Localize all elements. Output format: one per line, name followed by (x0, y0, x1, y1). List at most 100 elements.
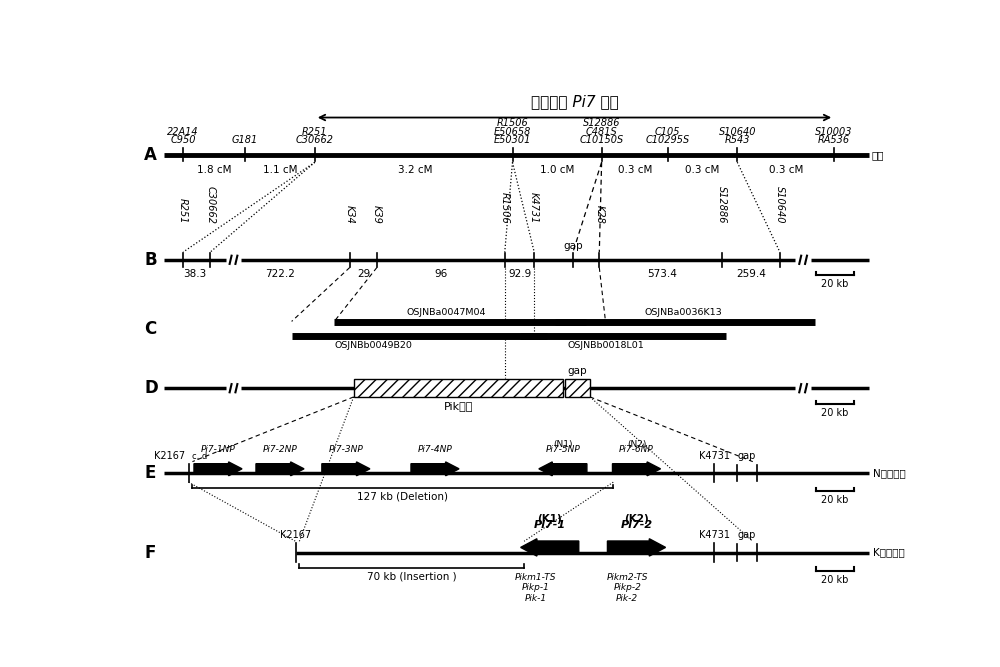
Text: N型基因组: N型基因组 (873, 468, 906, 478)
Text: F: F (144, 544, 156, 562)
Text: Pi7-5NP: Pi7-5NP (546, 446, 580, 454)
Text: Pi7-1: Pi7-1 (534, 520, 566, 530)
Text: (K1): (K1) (537, 514, 562, 524)
Text: B: B (144, 251, 157, 269)
Text: (N2): (N2) (627, 440, 646, 449)
Text: 0.3 cM: 0.3 cM (769, 165, 803, 175)
Text: 20 kb: 20 kb (821, 279, 849, 289)
Text: gap: gap (738, 451, 756, 461)
Text: Pik区域: Pik区域 (444, 401, 473, 411)
Text: 1.8 cM: 1.8 cM (197, 165, 231, 175)
Text: 1.1 cM: 1.1 cM (263, 165, 297, 175)
Text: c, d: c, d (192, 452, 208, 461)
Text: 3.2 cM: 3.2 cM (398, 165, 433, 175)
Text: RA536: RA536 (818, 135, 850, 145)
Text: E50658: E50658 (494, 127, 531, 137)
Text: C30662: C30662 (205, 186, 215, 224)
FancyArrow shape (256, 462, 304, 476)
Text: R1506: R1506 (497, 118, 528, 128)
Text: 259.4: 259.4 (736, 269, 766, 279)
FancyArrow shape (607, 539, 666, 556)
FancyArrow shape (539, 462, 587, 476)
Text: D: D (144, 380, 158, 397)
Text: K型基因组: K型基因组 (873, 548, 905, 558)
Text: C950: C950 (170, 135, 196, 145)
Text: K2167: K2167 (154, 451, 185, 461)
Text: C481S: C481S (586, 127, 618, 137)
Text: G181: G181 (232, 135, 258, 145)
Bar (565, 380, 590, 397)
FancyArrow shape (612, 462, 661, 476)
Text: Pi7-4NP: Pi7-4NP (418, 446, 452, 454)
Bar (799, 384, 807, 392)
FancyArrow shape (194, 462, 242, 476)
Text: Pikp-1: Pikp-1 (522, 584, 550, 592)
Text: 70 kb (Insertion ): 70 kb (Insertion ) (367, 571, 457, 581)
Text: gap: gap (568, 366, 587, 376)
Text: 20 kb: 20 kb (821, 495, 849, 505)
Text: 29: 29 (357, 269, 370, 279)
Text: Pi7-6NP: Pi7-6NP (619, 446, 654, 454)
Text: R251: R251 (302, 127, 328, 137)
FancyArrow shape (411, 462, 459, 476)
Bar (799, 255, 807, 264)
Text: S12886: S12886 (717, 186, 727, 224)
Text: 目的基因 Pi7 区域: 目的基因 Pi7 区域 (531, 94, 618, 109)
Text: Pi7-3NP: Pi7-3NP (328, 446, 363, 454)
Text: (N1): (N1) (553, 440, 573, 449)
Text: OSJNBb0049B20: OSJNBb0049B20 (334, 341, 412, 350)
Text: OSJNBa0047M04: OSJNBa0047M04 (407, 308, 486, 317)
Text: C30662: C30662 (296, 135, 334, 145)
Text: 20 kb: 20 kb (821, 575, 849, 585)
Text: K4731: K4731 (698, 451, 730, 461)
Text: Pikp-2: Pikp-2 (613, 584, 641, 592)
Text: E50301: E50301 (494, 135, 531, 145)
Text: C10295S: C10295S (645, 135, 690, 145)
Text: 96: 96 (435, 269, 448, 279)
Text: Pi7-2NP: Pi7-2NP (263, 446, 297, 454)
Text: Pikm1-TS: Pikm1-TS (515, 573, 556, 582)
Text: S10003: S10003 (815, 127, 853, 137)
Text: C10150S: C10150S (580, 135, 624, 145)
Text: 722.2: 722.2 (265, 269, 295, 279)
Text: E: E (144, 464, 156, 482)
Text: C105: C105 (655, 127, 680, 137)
Text: gap: gap (738, 530, 756, 540)
Text: K4731: K4731 (698, 530, 730, 540)
Text: S10640: S10640 (718, 127, 756, 137)
Bar (354, 380, 563, 397)
Bar (230, 384, 237, 392)
Text: 端粒: 端粒 (871, 151, 884, 161)
Text: K4731: K4731 (529, 193, 539, 224)
Text: 0.3 cM: 0.3 cM (618, 165, 652, 175)
Text: R1506: R1506 (500, 192, 510, 224)
Text: S10640: S10640 (775, 186, 785, 224)
Text: K2167: K2167 (280, 530, 311, 540)
Text: K39: K39 (372, 205, 382, 224)
Text: C: C (144, 320, 157, 338)
Text: OSJNBa0036K13: OSJNBa0036K13 (644, 308, 722, 317)
FancyArrow shape (322, 462, 370, 476)
Text: Pik-2: Pik-2 (616, 594, 638, 602)
Text: 38.3: 38.3 (183, 269, 206, 279)
Text: gap: gap (563, 241, 583, 251)
Text: A: A (144, 145, 157, 163)
Text: 1.0 cM: 1.0 cM (540, 165, 575, 175)
Text: Pi7-2: Pi7-2 (620, 520, 653, 530)
Text: R251: R251 (178, 198, 188, 224)
Text: Pi7-1NP: Pi7-1NP (201, 446, 235, 454)
Bar (230, 255, 237, 264)
Text: K28: K28 (594, 205, 604, 224)
Text: R543: R543 (724, 135, 750, 145)
FancyArrow shape (521, 539, 579, 556)
Text: 127 kb (Deletion): 127 kb (Deletion) (357, 492, 448, 502)
Text: OSJNBb0018L01: OSJNBb0018L01 (567, 341, 644, 350)
Text: 22A14: 22A14 (167, 127, 199, 137)
Text: K34: K34 (345, 205, 355, 224)
Text: (K2): (K2) (624, 514, 649, 524)
Text: 92.9: 92.9 (509, 269, 532, 279)
Text: Pik-1: Pik-1 (525, 594, 547, 602)
Text: Pikm2-TS: Pikm2-TS (606, 573, 648, 582)
Text: 0.3 cM: 0.3 cM (685, 165, 720, 175)
Text: 20 kb: 20 kb (821, 408, 849, 418)
